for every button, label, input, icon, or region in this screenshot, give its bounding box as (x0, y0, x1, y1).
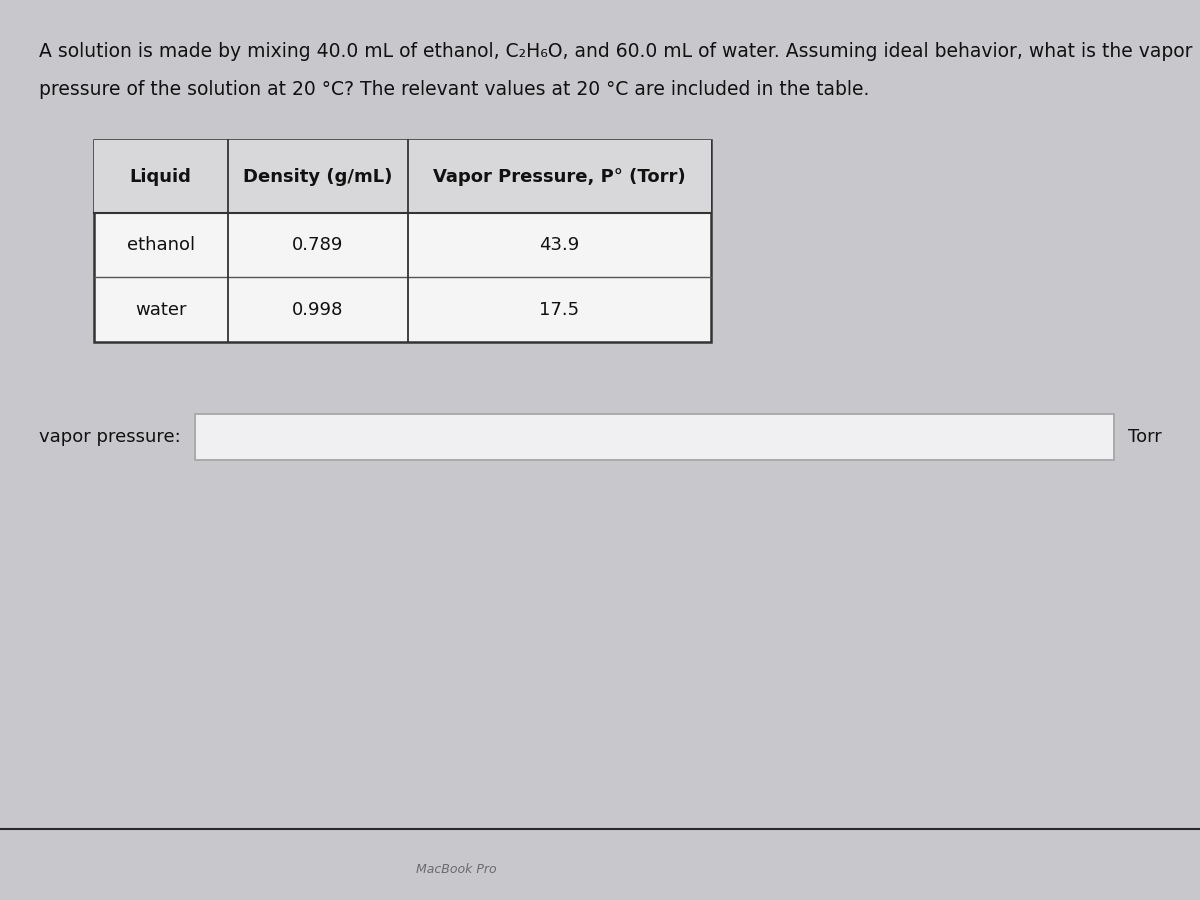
Text: ethanol: ethanol (126, 236, 194, 254)
Text: 0.789: 0.789 (292, 236, 343, 254)
Text: MacBook Pro: MacBook Pro (415, 863, 497, 876)
Text: A solution is made by mixing 40.0 mL of ethanol, C₂H₆O, and 60.0 mL of water. As: A solution is made by mixing 40.0 mL of … (38, 41, 1193, 60)
Text: 0.998: 0.998 (292, 301, 343, 319)
Bar (94, 140, 710, 342)
Text: Torr: Torr (1128, 428, 1163, 446)
Text: Vapor Pressure, P° (Torr): Vapor Pressure, P° (Torr) (433, 167, 685, 185)
Text: Liquid: Liquid (130, 167, 192, 185)
Bar (194, 414, 1115, 460)
Text: 43.9: 43.9 (539, 236, 580, 254)
Text: 17.5: 17.5 (539, 301, 580, 319)
Bar (94, 140, 710, 212)
Text: pressure of the solution at 20 °C? The relevant values at 20 °C are included in : pressure of the solution at 20 °C? The r… (38, 79, 869, 98)
Text: water: water (134, 301, 186, 319)
Text: Density (g/mL): Density (g/mL) (244, 167, 392, 185)
Text: vapor pressure:: vapor pressure: (38, 428, 181, 446)
